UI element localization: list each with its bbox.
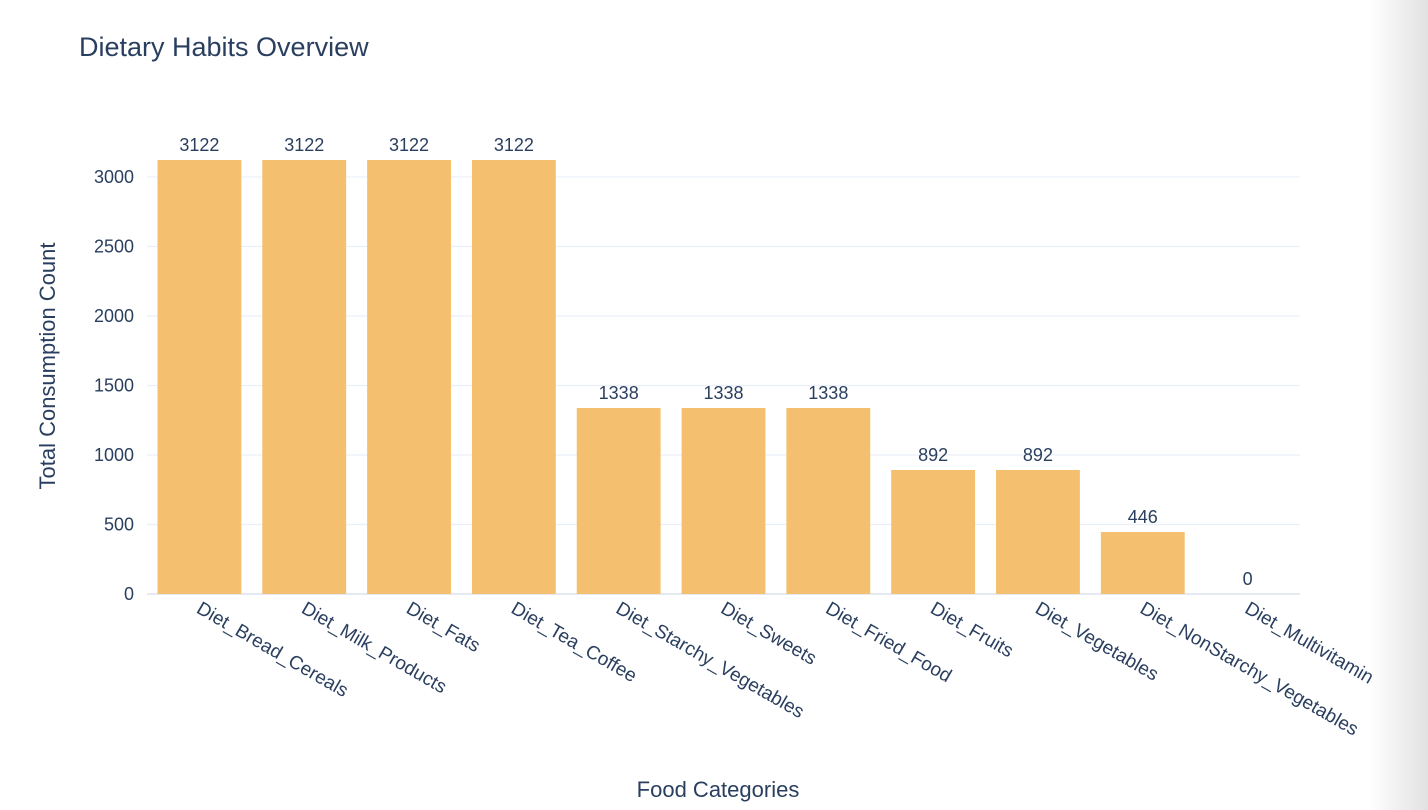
chart-title: Dietary Habits Overview — [79, 32, 369, 62]
bar-value-label: 1338 — [703, 383, 743, 403]
bar-value-label: 3122 — [389, 135, 429, 155]
x-tick-label: Diet_Starchy_Vegetables — [612, 598, 807, 723]
y-tick-label: 1000 — [94, 445, 134, 465]
y-axis-ticks: 0 500 1000 1500 2000 2500 3000 — [94, 167, 134, 604]
y-tick-label: 2000 — [94, 306, 134, 326]
bar — [367, 160, 451, 594]
y-tick-label: 0 — [124, 584, 134, 604]
bar-value-labels: 3122 3122 3122 3122 1338 1338 1338 892 892 446 0 — [179, 135, 1252, 589]
bar — [996, 470, 1080, 594]
bar-value-label: 1338 — [808, 383, 848, 403]
y-tick-label: 500 — [104, 514, 134, 534]
bar-value-label: 3122 — [494, 135, 534, 155]
bar-value-label: 446 — [1128, 507, 1158, 527]
bar-value-label: 0 — [1243, 569, 1253, 589]
bar — [157, 160, 242, 594]
bar-value-label: 3122 — [284, 135, 324, 155]
bar — [471, 160, 556, 594]
y-tick-label: 3000 — [94, 167, 134, 187]
bar-value-label: 1338 — [599, 383, 639, 403]
bar — [262, 160, 347, 594]
bar — [576, 408, 661, 594]
x-tick-label: Diet_Fruits — [927, 598, 1017, 662]
x-axis-ticks: Diet_Bread_CerealsDiet_Milk_ProductsDiet… — [193, 598, 1377, 740]
x-tick-label: Diet_Sweets — [717, 598, 820, 670]
y-tick-label: 2500 — [94, 236, 134, 256]
page-edge-shade — [1368, 0, 1428, 810]
bar-value-label: 892 — [1023, 445, 1053, 465]
bars — [157, 160, 1185, 594]
y-tick-label: 1500 — [94, 375, 134, 395]
y-axis-title: Total Consumption Count — [35, 242, 60, 489]
x-tick-label: Diet_Fats — [403, 598, 484, 657]
bar — [891, 470, 976, 594]
bar — [681, 408, 766, 594]
bar-value-label: 892 — [918, 445, 948, 465]
bar — [786, 408, 871, 594]
bar — [1100, 532, 1185, 594]
x-axis-title: Food Categories — [637, 777, 800, 802]
bar-value-label: 3122 — [179, 135, 219, 155]
